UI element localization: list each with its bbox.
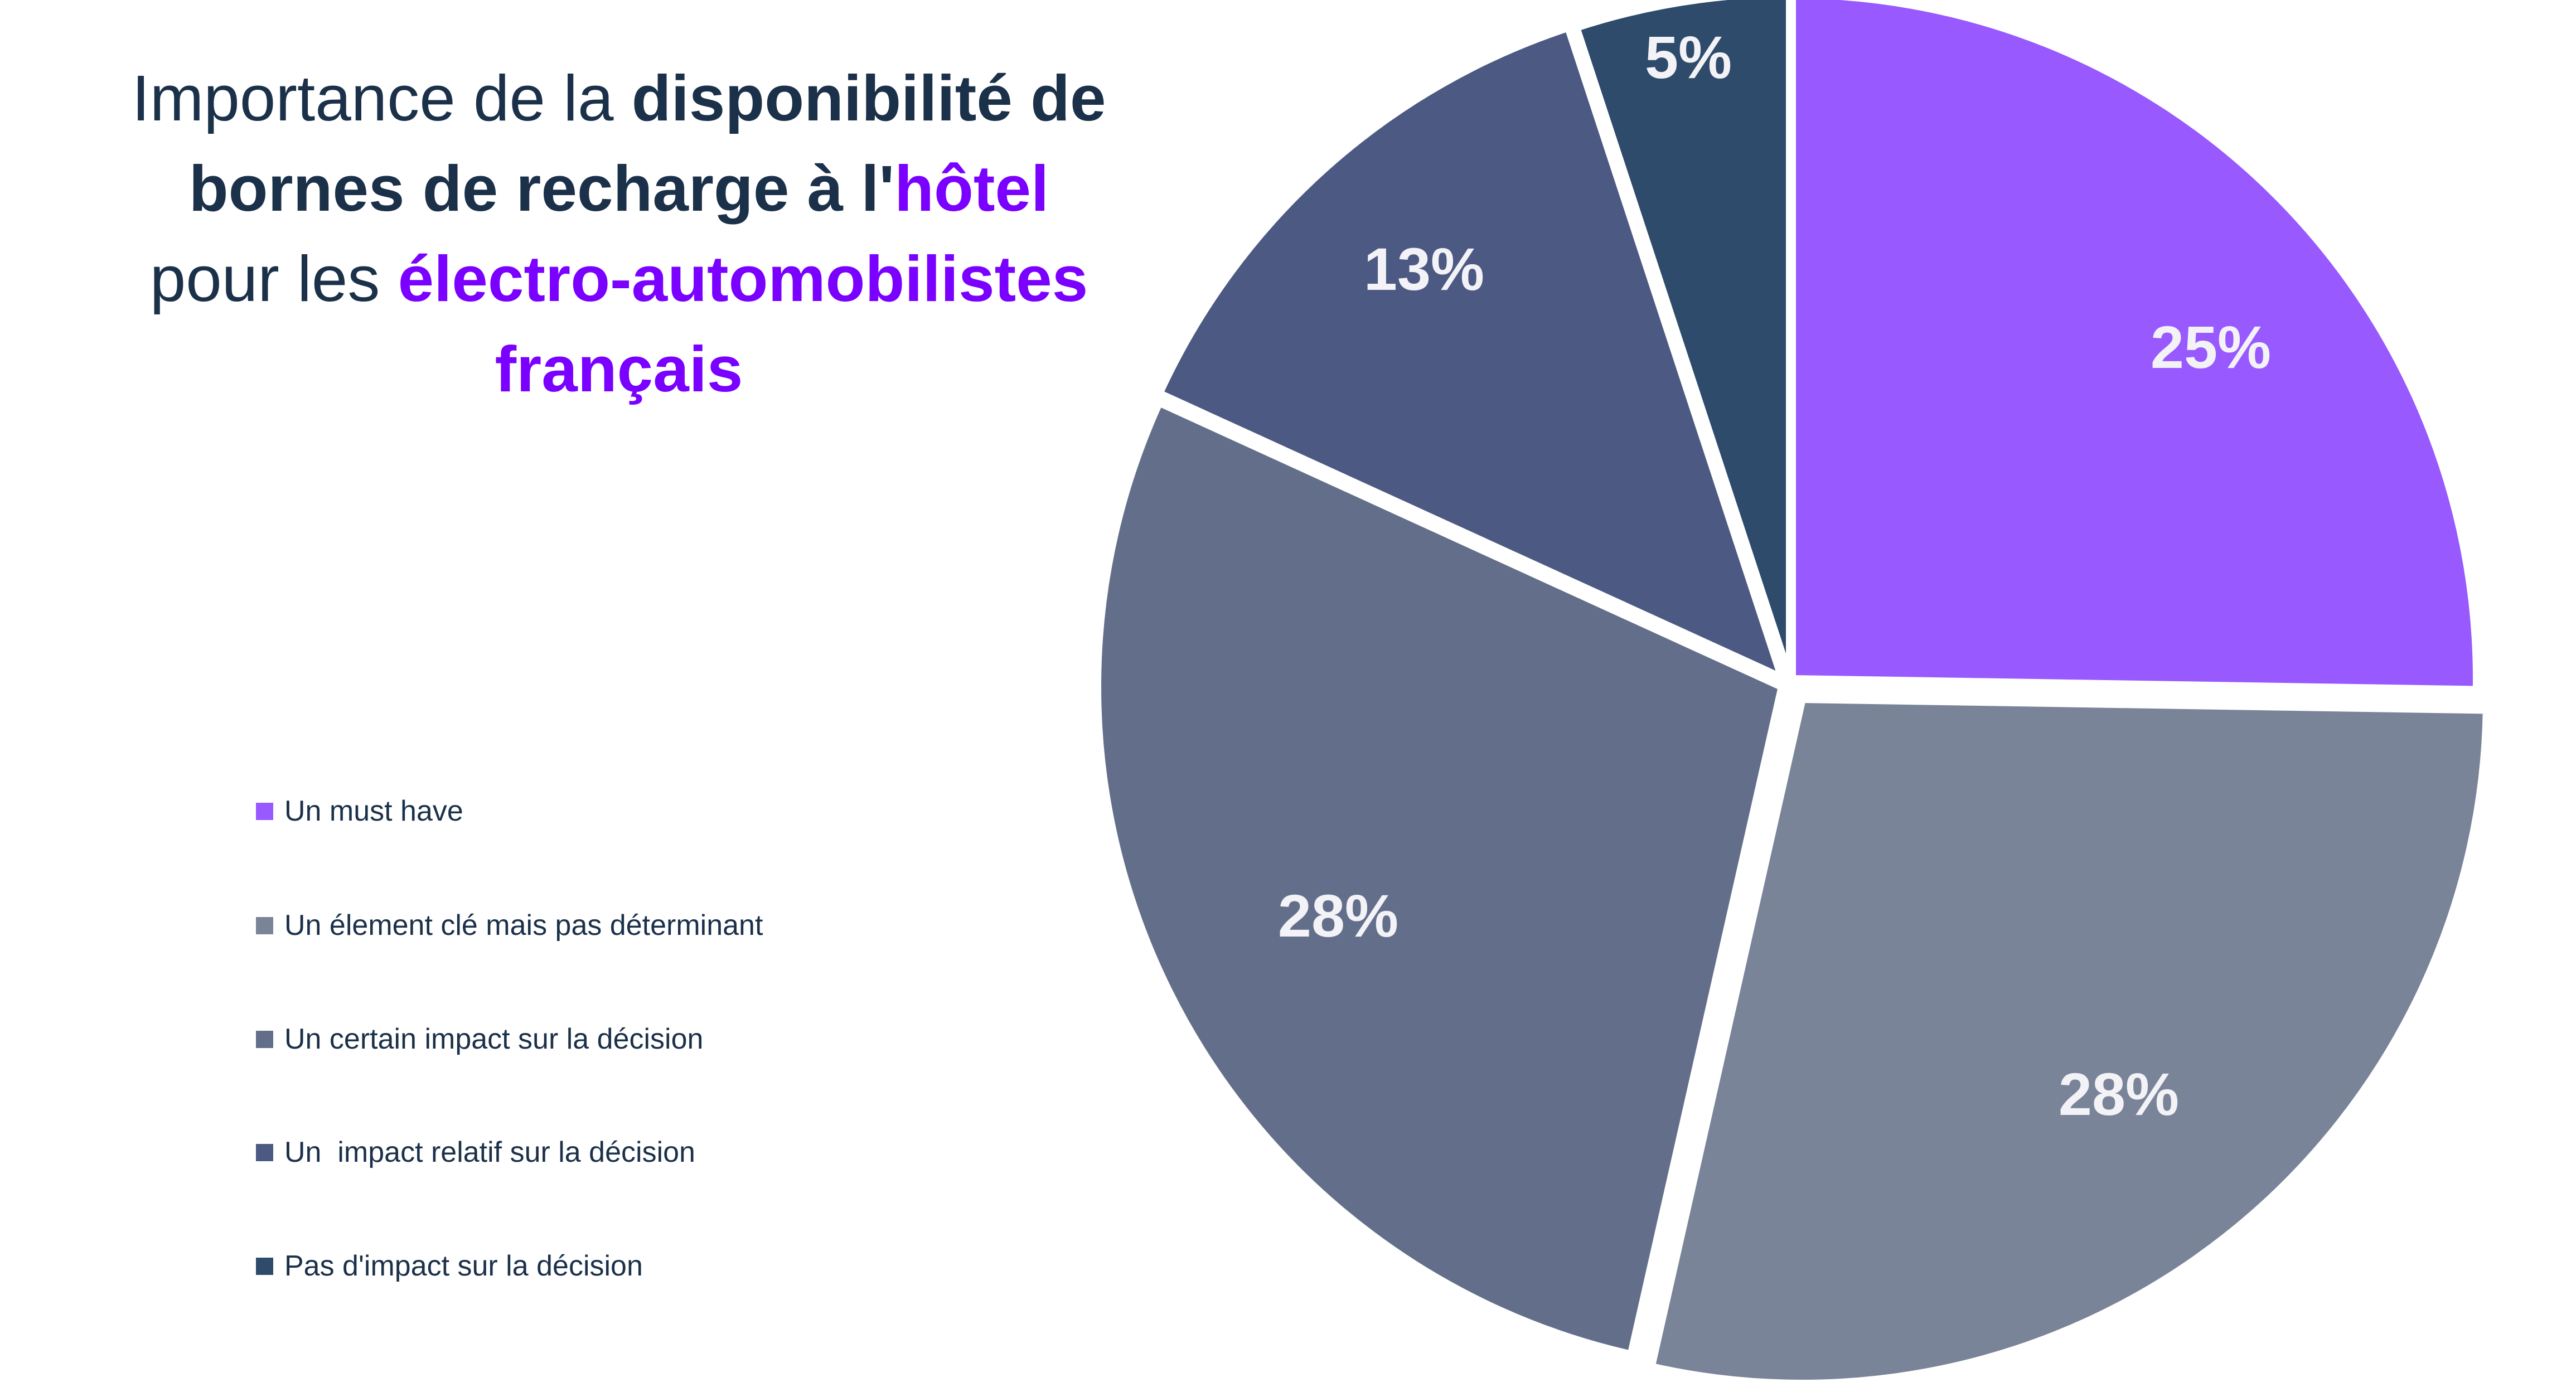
legend-label: Un élement clé mais pas déterminant — [284, 909, 763, 942]
chart-title: Importance de la disponibilité de bornes… — [22, 53, 1216, 414]
title-part: hôtel — [894, 152, 1049, 225]
title-part: disponibilité de — [631, 62, 1106, 134]
legend-item: Pas d'impact sur la décision — [256, 1248, 643, 1284]
title-line-1: Importance de la disponibilité de — [132, 62, 1106, 134]
legend-swatch — [256, 1030, 273, 1048]
title-part: français — [495, 333, 743, 405]
title-part: électro-automobilistes — [398, 242, 1088, 315]
title-part: Importance de la — [132, 62, 632, 134]
legend-item: Un élement clé mais pas déterminant — [256, 908, 763, 943]
pie-slice — [1093, 397, 1787, 1360]
legend-item: Un impact relatif sur la décision — [256, 1134, 695, 1170]
legend-swatch — [256, 1143, 273, 1161]
data-label: 5% — [1645, 23, 1732, 91]
legend-item: Un certain impact sur la décision — [256, 1021, 703, 1057]
title-line-3: pour les électro-automobilistes — [150, 242, 1088, 315]
pie-slice — [1647, 695, 2491, 1388]
legend-swatch — [256, 916, 273, 934]
data-label: 28% — [2059, 1060, 2179, 1128]
pie-slice — [1154, 22, 1789, 686]
legend-label: Pas d'impact sur la décision — [284, 1250, 643, 1282]
pie-slice — [1571, 0, 1794, 680]
title-part: pour les — [149, 242, 398, 315]
pie-slice — [1788, 0, 2481, 694]
legend-swatch — [256, 1257, 273, 1275]
title-part: bornes de recharge à l' — [188, 152, 895, 225]
legend-label: Un impact relatif sur la décision — [284, 1136, 695, 1168]
legend-label: Un must have — [284, 795, 463, 827]
legend-label: Un certain impact sur la décision — [284, 1023, 704, 1055]
title-line-2: bornes de recharge à l'hôtel — [189, 152, 1049, 225]
data-label: 25% — [2151, 313, 2271, 381]
title-line-4: français — [495, 333, 743, 405]
data-label: 13% — [1364, 235, 1484, 303]
legend-swatch — [256, 802, 273, 820]
data-label: 28% — [1278, 882, 1398, 949]
legend-item: Un must have — [256, 793, 463, 829]
